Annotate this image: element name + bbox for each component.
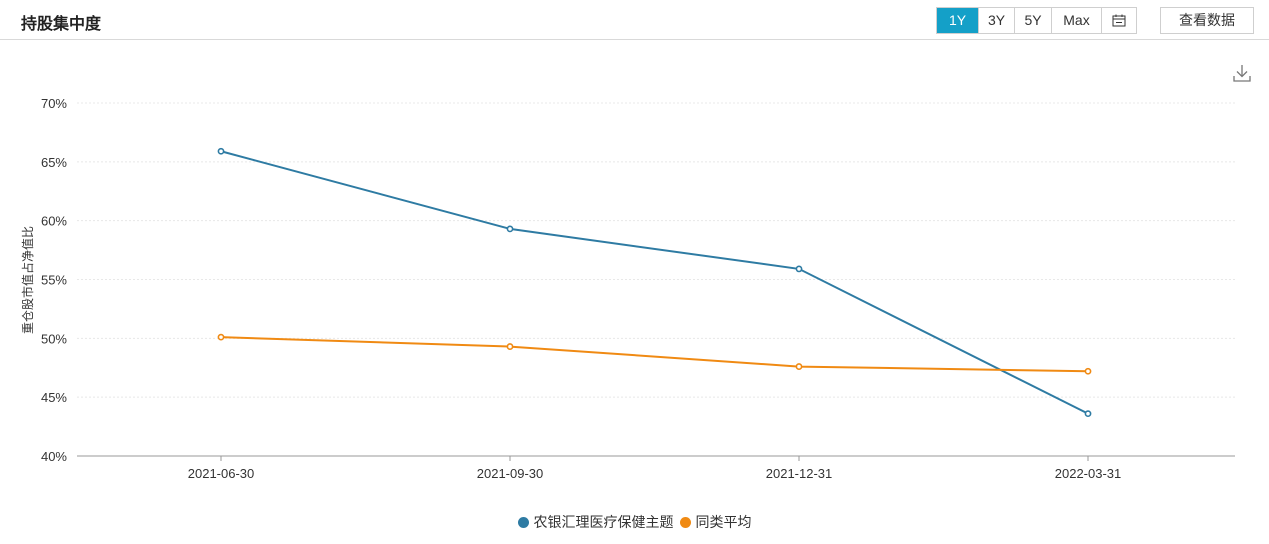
series-line-2 <box>220 336 1089 373</box>
range-1y-button[interactable]: 1Y <box>937 8 979 33</box>
x-tick-label: 2021-09-30 <box>477 466 544 481</box>
data-point[interactable] <box>1084 367 1092 375</box>
axes: 40% 45% 50% 55% 60% 65% 70% 2021-06-30 2021-09-3… <box>41 96 1235 481</box>
series-line-1 <box>220 150 1089 415</box>
data-point[interactable] <box>506 225 514 233</box>
legend-marker <box>679 516 691 528</box>
calendar-icon <box>1112 14 1126 27</box>
y-tick-label: 65% <box>41 155 67 170</box>
data-point[interactable] <box>506 343 514 350</box>
view-data-button[interactable]: 查看数据 <box>1160 7 1254 34</box>
y-tick-label: 55% <box>41 273 67 288</box>
legend-item-series-2[interactable]: 同类平均 <box>679 512 752 532</box>
legend-item-series-1[interactable]: 农银汇理医疗保健主题 <box>517 512 674 532</box>
data-point[interactable] <box>795 265 803 273</box>
chart-header: 持股集中度 1Y 3Y 5Y Max 查看数据 <box>0 0 1269 40</box>
range-3y-button[interactable]: 3Y <box>979 8 1015 33</box>
y-tick-label: 45% <box>41 390 67 405</box>
y-tick-label: 40% <box>41 449 67 464</box>
legend-label: 同类平均 <box>695 514 752 530</box>
data-point[interactable] <box>217 147 225 155</box>
y-axis-label: 重仓股市值占净值比 <box>20 226 35 334</box>
series-lines <box>217 147 1092 418</box>
download-icon[interactable] <box>1232 63 1252 83</box>
legend-marker <box>517 516 529 528</box>
line-chart: 40% 45% 50% 55% 60% 65% 70% 2021-06-30 2021-09-3… <box>20 96 1235 481</box>
x-tick-label: 2021-12-31 <box>766 466 833 481</box>
data-point[interactable] <box>217 333 225 341</box>
legend-label: 农银汇理医疗保健主题 <box>533 514 674 530</box>
calendar-button[interactable] <box>1102 8 1136 33</box>
page-title: 持股集中度 <box>21 16 102 33</box>
x-tick-label: 2022-03-31 <box>1055 466 1122 481</box>
x-tick-label: 2021-06-30 <box>188 466 255 481</box>
y-tick-label: 60% <box>41 214 67 229</box>
y-tick-label: 70% <box>41 96 67 111</box>
time-range-selector: 1Y 3Y 5Y Max <box>936 7 1137 34</box>
y-tick-label: 50% <box>41 331 67 346</box>
data-point[interactable] <box>1084 410 1092 418</box>
legend: 农银汇理医疗保健主题 同类平均 <box>0 512 1269 532</box>
range-5y-button[interactable]: 5Y <box>1015 8 1052 33</box>
range-max-button[interactable]: Max <box>1052 8 1102 33</box>
data-point[interactable] <box>795 363 803 370</box>
